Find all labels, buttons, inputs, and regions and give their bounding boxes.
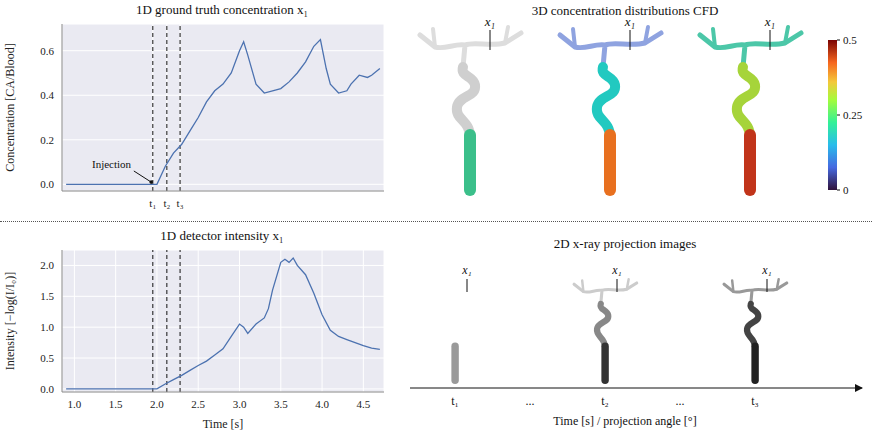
svg-text:0.6: 0.6: [40, 45, 54, 57]
svg-text:0.0: 0.0: [40, 383, 54, 395]
svg-text:x₁: x₁: [624, 14, 635, 29]
svg-text:0.25: 0.25: [843, 109, 863, 121]
svg-text:x₁: x₁: [761, 263, 772, 277]
svg-text:t₁: t₁: [149, 197, 156, 209]
svg-text:3.0: 3.0: [233, 398, 247, 410]
svg-text:x₁: x₁: [484, 14, 495, 29]
svg-text:0.5: 0.5: [40, 352, 54, 364]
svg-text:x₁: x₁: [764, 14, 775, 29]
svg-text:4.5: 4.5: [356, 398, 370, 410]
svg-text:x₁: x₁: [461, 263, 472, 277]
svg-text:1.5: 1.5: [109, 398, 123, 410]
svg-text:0: 0: [843, 184, 849, 196]
svg-text:Time [s]: Time [s]: [203, 417, 244, 430]
svg-text:Time [s] / projection angle [°: Time [s] / projection angle [°]: [553, 414, 696, 428]
svg-text:2.0: 2.0: [40, 259, 54, 271]
svg-text:1.5: 1.5: [40, 290, 54, 302]
svg-text:t₃: t₃: [751, 394, 759, 408]
html-text:1D detector intensity x₁: 1D detector intensity x₁: [160, 228, 284, 243]
svg-text:Intensity [−log(I/I₀)]: Intensity [−log(I/I₀)]: [3, 272, 17, 371]
svg-text:4.0: 4.0: [315, 398, 329, 410]
svg-text:0.2: 0.2: [40, 134, 54, 146]
svg-text:t₂: t₂: [601, 394, 609, 408]
svg-text:2D x-ray projection images: 2D x-ray projection images: [554, 236, 697, 251]
svg-text:0.4: 0.4: [40, 89, 54, 101]
svg-text:1.0: 1.0: [68, 398, 82, 410]
html-text:1D ground truth concentration: 1D ground truth concentration x₁: [136, 2, 308, 17]
svg-text:t₂: t₂: [163, 197, 170, 209]
svg-text:3.5: 3.5: [274, 398, 288, 410]
svg-text:0.5: 0.5: [843, 34, 857, 46]
svg-text:2.5: 2.5: [191, 398, 205, 410]
svg-text:t₁: t₁: [451, 394, 459, 408]
svg-text:3D concentration distributions: 3D concentration distributions CFD: [531, 3, 719, 18]
svg-text:x₁: x₁: [611, 263, 622, 277]
svg-text:1.0: 1.0: [40, 321, 54, 333]
svg-text:t₃: t₃: [177, 197, 184, 209]
svg-text:...: ...: [676, 394, 685, 408]
svg-text:0.0: 0.0: [40, 178, 54, 190]
svg-text:Injection: Injection: [92, 158, 132, 170]
svg-text:...: ...: [526, 394, 535, 408]
svg-text:2.0: 2.0: [150, 398, 164, 410]
svg-text:Concentration [CA/Blood]: Concentration [CA/Blood]: [3, 43, 17, 171]
